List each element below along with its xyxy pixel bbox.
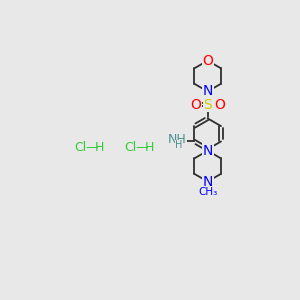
Text: Cl: Cl (74, 141, 87, 154)
Text: S: S (203, 98, 212, 112)
Text: O: O (214, 98, 225, 112)
Text: —: — (135, 141, 148, 154)
Text: H: H (175, 140, 183, 150)
Text: CH₃: CH₃ (198, 187, 217, 196)
Text: —: — (85, 141, 98, 154)
Text: Cl: Cl (124, 141, 137, 154)
Text: O: O (191, 98, 202, 112)
Text: N: N (202, 144, 213, 158)
Text: H: H (94, 141, 104, 154)
Text: N: N (202, 175, 213, 188)
Text: N: N (202, 84, 213, 98)
Text: H: H (144, 141, 154, 154)
Text: NH: NH (168, 133, 187, 146)
Text: O: O (202, 54, 213, 68)
